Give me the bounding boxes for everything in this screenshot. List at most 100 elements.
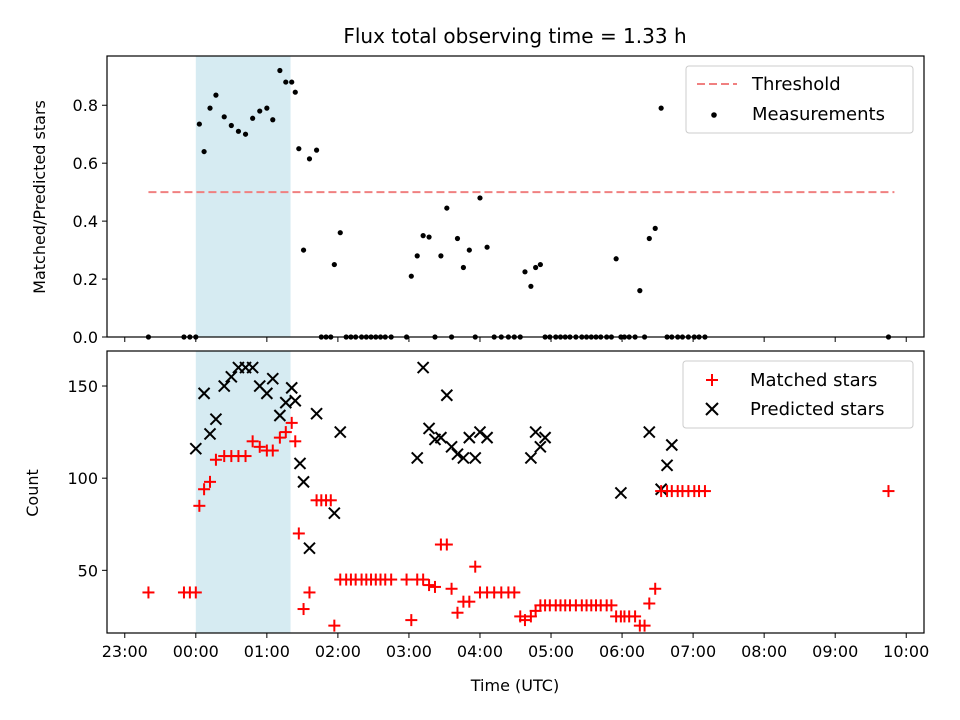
matched-star-point	[279, 426, 292, 439]
top-y-tick-label: 0.0	[73, 328, 98, 347]
measurement-point	[646, 235, 652, 242]
bottom-highlight-span	[195, 351, 291, 633]
measurement-point	[652, 225, 658, 231]
measurement-point	[331, 261, 337, 268]
predicted-star-point	[279, 396, 292, 409]
measurement-point	[414, 253, 420, 259]
matched-star-point	[638, 619, 651, 632]
x-tick-label: 07:00	[670, 642, 716, 661]
matched-star-point	[428, 580, 441, 593]
measurement-point	[242, 131, 249, 137]
x-tick-label: 01:00	[244, 642, 290, 661]
top-legend-box	[685, 65, 914, 134]
bottom-x-ticks: 23:00 00:00 01:00 02:00 03:00 04:00 05:00 06:00…	[102, 633, 929, 661]
measurement-point	[460, 264, 467, 271]
predicted-star-point	[473, 425, 487, 439]
measurement-point	[289, 79, 295, 85]
top-y-ticks: 0.0 0.2 0.4 0.6 0.8	[73, 96, 107, 347]
measurement-point	[528, 283, 534, 289]
x-tick-label: 10:00	[883, 642, 929, 661]
measurement-point	[270, 117, 276, 123]
legend-matched-label: Matched stars	[750, 370, 877, 391]
predicted-star-point	[422, 422, 436, 435]
x-tick-label: 09:00	[812, 642, 858, 661]
matched-star-point	[649, 582, 662, 595]
predicted-star-point	[445, 440, 458, 454]
predicted-star-point	[328, 506, 341, 520]
predicted-star-point	[614, 486, 628, 500]
predicted-star-point	[303, 542, 316, 555]
measurement-point	[201, 148, 207, 155]
measurement-point	[484, 244, 490, 250]
top-y-axis-label: Matched/Predicted stars	[30, 100, 49, 294]
measurement-point	[522, 269, 528, 275]
matched-star-point	[423, 579, 436, 592]
measurement-point	[228, 122, 234, 129]
matched-star-point	[385, 573, 398, 586]
measurement-point	[264, 105, 270, 111]
matched-star-point	[405, 614, 418, 627]
matched-star-point	[209, 453, 222, 466]
matched-star-point	[445, 582, 458, 595]
x-tick-label: 04:00	[457, 642, 503, 661]
measurement-point	[207, 105, 213, 111]
matched-star-point	[605, 599, 618, 612]
predicted-stars-points	[189, 361, 679, 555]
measurement-point	[420, 233, 426, 239]
measurement-point	[221, 114, 227, 120]
legend-threshold-label: Threshold	[751, 74, 841, 95]
predicted-star-point	[660, 459, 674, 472]
predicted-star-point	[457, 451, 470, 465]
top-y-tick-label: 0.6	[73, 154, 98, 173]
predicted-star-point	[440, 389, 454, 402]
predicted-star-point	[266, 372, 279, 385]
predicted-star-point	[463, 431, 476, 444]
matched-star-point	[698, 485, 711, 498]
predicted-star-point	[538, 431, 552, 444]
matched-star-point	[266, 444, 279, 457]
legend-measurements-swatch	[711, 112, 717, 118]
matched-star-point	[400, 573, 413, 586]
predicted-star-point	[334, 425, 347, 439]
measurement-point	[300, 247, 307, 253]
predicted-star-point	[524, 451, 538, 465]
matched-star-point	[440, 538, 453, 551]
matched-stars-points	[142, 416, 895, 632]
matched-star-point	[239, 450, 252, 463]
top-axes-frame	[106, 55, 925, 338]
predicted-star-point	[434, 431, 448, 444]
measurement-point	[250, 115, 256, 121]
measurement-point	[438, 253, 444, 259]
matched-star-point	[324, 494, 337, 507]
measurement-point	[257, 108, 263, 114]
matched-star-point	[285, 416, 298, 429]
matched-star-point	[292, 527, 305, 540]
predicted-star-point	[218, 379, 231, 393]
matched-star-point	[303, 586, 316, 599]
matched-star-point	[273, 431, 286, 444]
measurement-point	[292, 89, 298, 95]
matched-star-point	[253, 440, 266, 453]
measurement-point	[306, 156, 313, 162]
top-legend: Threshold Measurements	[685, 65, 914, 134]
measurement-point	[444, 205, 450, 211]
predicted-star-point	[310, 407, 323, 420]
top-y-tick-label: 0.8	[73, 96, 98, 115]
x-tick-label: 06:00	[599, 642, 645, 661]
measurement-point	[466, 247, 472, 253]
predicted-star-point	[451, 448, 464, 461]
predicted-star-point	[260, 387, 274, 400]
measurement-point	[477, 195, 483, 201]
measurement-point	[454, 235, 461, 242]
bottom-axes-frame	[106, 350, 925, 634]
measurement-point	[296, 146, 302, 152]
predicted-star-point	[297, 475, 310, 489]
predicted-star-point	[189, 442, 203, 455]
measurement-point	[313, 147, 320, 153]
matched-star-point	[629, 610, 642, 623]
matched-star-point	[198, 483, 211, 496]
measurement-point	[533, 264, 539, 271]
matched-star-point	[643, 597, 656, 610]
measurement-point	[658, 105, 664, 111]
